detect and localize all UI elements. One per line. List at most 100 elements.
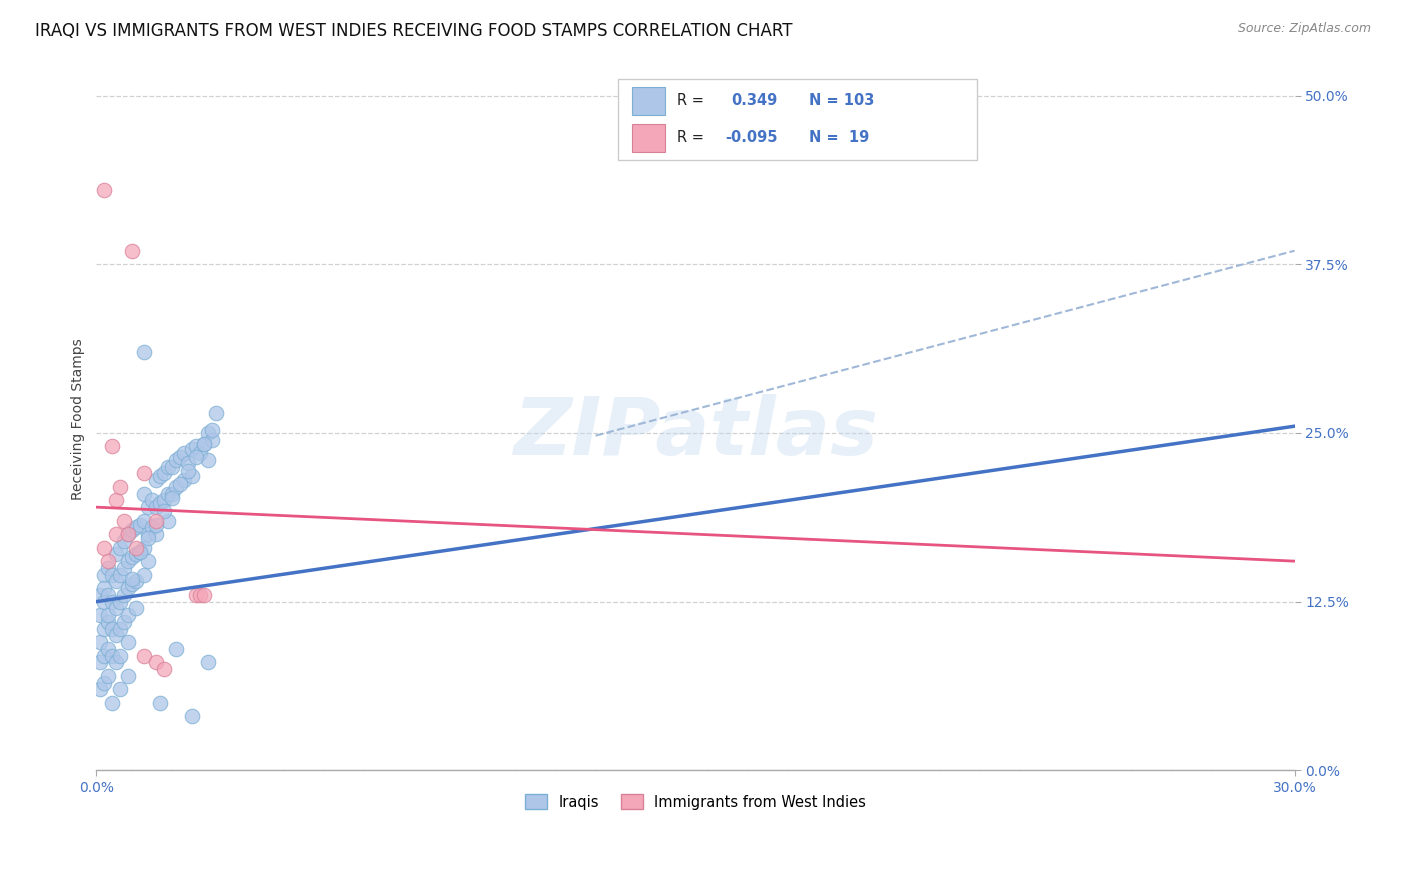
Point: [110, 648, 132, 663]
Point: [125, 548, 148, 562]
Point: [129, 517, 152, 532]
Point: [149, 696, 172, 710]
Point: [89, 635, 111, 649]
Point: [97, 554, 120, 568]
Point: [121, 572, 143, 586]
Point: [197, 453, 219, 467]
Text: IRAQI VS IMMIGRANTS FROM WEST INDIES RECEIVING FOOD STAMPS CORRELATION CHART: IRAQI VS IMMIGRANTS FROM WEST INDIES REC…: [35, 22, 793, 40]
Point: [134, 467, 156, 481]
Point: [145, 517, 167, 532]
Point: [101, 648, 124, 663]
Point: [129, 544, 152, 558]
Point: [181, 442, 204, 456]
Point: [93, 648, 115, 663]
Point: [165, 453, 187, 467]
Point: [112, 561, 135, 575]
Point: [117, 669, 139, 683]
Point: [121, 550, 143, 565]
Point: [181, 469, 204, 483]
Point: [93, 541, 115, 555]
Point: [186, 439, 208, 453]
Point: [89, 682, 111, 697]
Point: [169, 450, 191, 465]
Point: [141, 520, 163, 534]
Point: [125, 520, 148, 534]
Point: [145, 473, 167, 487]
Bar: [631, 87, 665, 115]
Point: [97, 615, 120, 629]
Point: [134, 648, 156, 663]
Point: [153, 662, 176, 676]
Point: [121, 577, 143, 591]
Point: [136, 554, 159, 568]
Point: [89, 608, 111, 623]
Point: [162, 486, 184, 500]
Point: [145, 500, 167, 515]
Point: [125, 574, 148, 589]
Point: [177, 456, 200, 470]
Point: [186, 450, 208, 465]
Point: [97, 588, 120, 602]
Y-axis label: Receiving Food Stamps: Receiving Food Stamps: [72, 339, 86, 500]
Point: [134, 567, 156, 582]
Point: [93, 622, 115, 636]
Point: [117, 581, 139, 595]
Point: [112, 615, 135, 629]
Point: [105, 548, 128, 562]
Point: [165, 480, 187, 494]
Text: R =: R =: [678, 94, 704, 108]
Point: [162, 459, 184, 474]
Point: [105, 601, 128, 615]
Point: [101, 439, 124, 453]
Point: [105, 628, 128, 642]
Point: [197, 656, 219, 670]
Point: [89, 656, 111, 670]
Point: [105, 493, 128, 508]
Point: [112, 533, 135, 548]
Point: [134, 486, 156, 500]
Point: [181, 709, 204, 723]
Point: [193, 588, 215, 602]
Point: [105, 656, 128, 670]
Point: [201, 423, 224, 437]
Point: [101, 594, 124, 608]
Point: [205, 406, 228, 420]
Point: [193, 436, 215, 450]
Point: [110, 567, 132, 582]
Point: [110, 541, 132, 555]
Point: [93, 567, 115, 582]
Point: [112, 514, 135, 528]
Point: [134, 345, 156, 359]
Point: [157, 459, 180, 474]
Text: Source: ZipAtlas.com: Source: ZipAtlas.com: [1237, 22, 1371, 36]
Point: [97, 561, 120, 575]
Point: [153, 467, 176, 481]
Point: [121, 244, 143, 258]
Point: [169, 477, 191, 491]
Point: [110, 682, 132, 697]
Point: [188, 588, 211, 602]
Bar: [617, 79, 977, 160]
Point: [136, 531, 159, 545]
Point: [201, 433, 224, 447]
Point: [117, 527, 139, 541]
Point: [149, 469, 172, 483]
Point: [97, 608, 120, 623]
Point: [101, 622, 124, 636]
Point: [188, 446, 211, 460]
Point: [149, 496, 172, 510]
Point: [93, 594, 115, 608]
Point: [157, 514, 180, 528]
Text: 0.349: 0.349: [731, 94, 778, 108]
Point: [117, 635, 139, 649]
Point: [97, 641, 120, 656]
Point: [93, 183, 115, 197]
Point: [97, 669, 120, 683]
Point: [117, 527, 139, 541]
Point: [153, 493, 176, 508]
Point: [129, 544, 152, 558]
Point: [101, 696, 124, 710]
Point: [173, 473, 195, 487]
Point: [153, 504, 176, 518]
Text: N =  19: N = 19: [810, 130, 869, 145]
